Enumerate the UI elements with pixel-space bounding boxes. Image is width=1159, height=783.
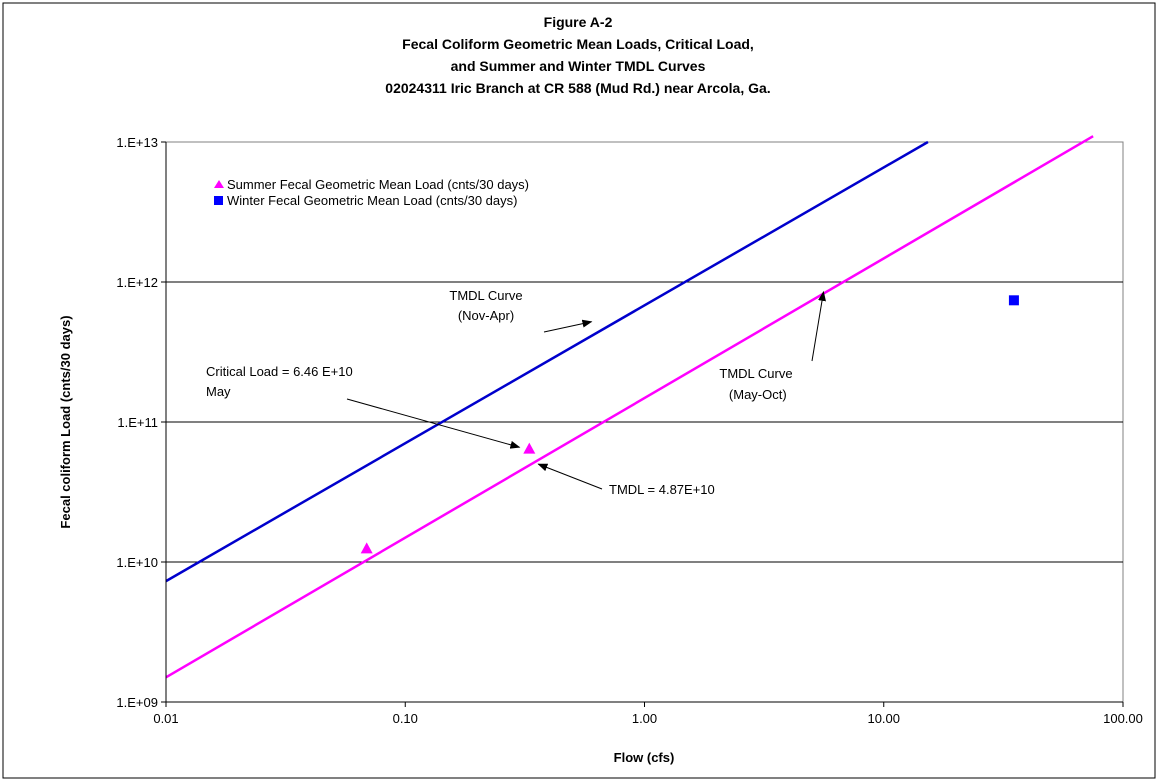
x-tick-label: 100.00	[1103, 711, 1143, 726]
tmdl-nov-apr-label-line-1: (Nov-Apr)	[458, 308, 514, 323]
tmdl-may-oct-label: TMDL Curve (May-Oct)	[719, 290, 826, 402]
tmdl-may-oct-line	[165, 135, 1094, 679]
legend-item-winter: Winter Fecal Geometric Mean Load (cnts/3…	[214, 193, 517, 208]
tmdl-may-oct-label-arrow	[811, 290, 826, 362]
tmdl-lines	[165, 135, 1094, 679]
critical-load-label-arrow	[346, 398, 521, 449]
critical-load-label-line-0: Critical Load = 6.46 E+10	[206, 364, 353, 379]
tmdl-nov-apr-label-arrow	[543, 319, 593, 333]
x-tick-label: 0.01	[153, 711, 178, 726]
legend: Summer Fecal Geometric Mean Load (cnts/3…	[214, 177, 529, 208]
legend-triangle-marker	[214, 180, 224, 188]
tmdl-value-label-line-0: TMDL = 4.87E+10	[609, 482, 715, 497]
y-axis-title: Fecal coliform Load (cnts/30 days)	[58, 315, 73, 528]
critical-load-label-text: Critical Load = 6.46 E+10 May	[206, 364, 353, 399]
legend-label-winter: Winter Fecal Geometric Mean Load (cnts/3…	[227, 193, 517, 208]
legend-label-summer: Summer Fecal Geometric Mean Load (cnts/3…	[227, 177, 529, 192]
y-tick-label: 1.E+09	[116, 695, 158, 710]
y-tick-label: 1.E+12	[116, 275, 158, 290]
tmdl-value-label-text: TMDL = 4.87E+10	[609, 482, 715, 497]
title-line-4: 02024311 Iric Branch at CR 588 (Mud Rd.)…	[385, 80, 770, 96]
tmdl-may-oct-label-line-0: TMDL Curve	[719, 366, 792, 381]
summer-point-triangle	[523, 442, 536, 454]
x-axis-title: Flow (cfs)	[614, 750, 675, 765]
winter-point-square	[1008, 295, 1019, 306]
axis-ticks: 1.E+09 1.E+10 1.E+11 1.E+12 1.E+13 0.01 0.10 1.…	[116, 135, 1142, 726]
tmdl-nov-apr-label-line-0: TMDL Curve	[449, 288, 522, 303]
legend-item-summer: Summer Fecal Geometric Mean Load (cnts/3…	[214, 177, 529, 192]
legend-square-marker	[214, 196, 223, 205]
tmdl-value-label: TMDL = 4.87E+10	[537, 463, 715, 497]
gridlines	[166, 281, 1123, 563]
title-line-2: Fecal Coliform Geometric Mean Loads, Cri…	[402, 36, 754, 52]
y-tick-label: 1.E+13	[116, 135, 158, 150]
y-tick-label: 1.E+11	[117, 415, 158, 430]
tmdl-value-label-arrow	[537, 463, 603, 490]
critical-load-label-line-1: May	[206, 384, 231, 399]
title-line-3: and Summer and Winter TMDL Curves	[451, 58, 706, 74]
data-points	[360, 295, 1019, 554]
annotations: TMDL Curve (Nov-Apr) Critical Load = 6.46 …	[206, 288, 826, 497]
title-line-1: Figure A-2	[544, 14, 613, 30]
y-tick-label: 1.E+10	[116, 555, 158, 570]
chart-title: Figure A-2 Fecal Coliform Geometric Mean…	[385, 14, 770, 96]
summer-point-triangle	[360, 542, 373, 554]
tmdl-nov-apr-label-text: TMDL Curve (Nov-Apr)	[449, 288, 522, 323]
x-tick-label: 10.00	[867, 711, 900, 726]
tmdl-nov-apr-line	[165, 140, 929, 583]
tmdl-may-oct-label-line-1: (May-Oct)	[725, 387, 786, 402]
critical-load-label: Critical Load = 6.46 E+10 May	[206, 364, 521, 449]
x-tick-label: 1.00	[632, 711, 657, 726]
x-tick-label: 0.10	[393, 711, 418, 726]
tmdl-may-oct-label-text: TMDL Curve (May-Oct)	[719, 366, 792, 402]
tmdl-nov-apr-label: TMDL Curve (Nov-Apr)	[449, 288, 593, 333]
